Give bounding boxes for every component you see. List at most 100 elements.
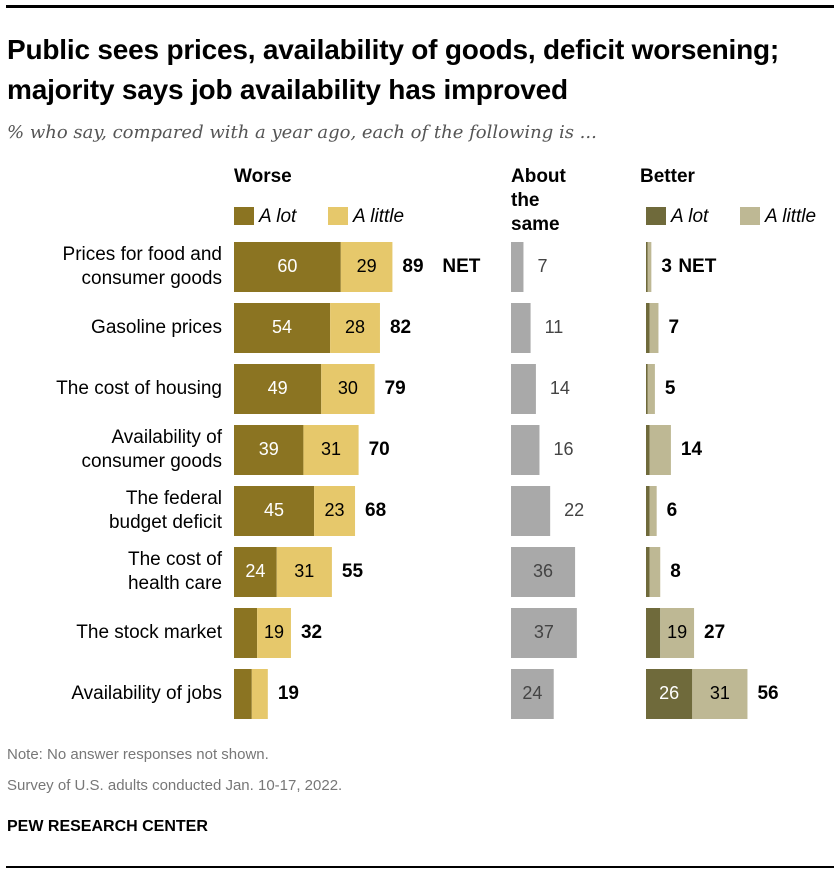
better-legend-a-little-label: A little [764, 206, 816, 227]
worse-legend-a-little-label: A little [352, 206, 404, 227]
worse-a-little-bar [314, 486, 356, 536]
better-a-little-bar [660, 608, 695, 658]
better-net-value: 7 [668, 317, 679, 338]
worse-net-value: 68 [365, 500, 386, 521]
bottom-rule [6, 866, 834, 868]
category-label: The stock market [76, 622, 222, 643]
better-a-little-value: 31 [710, 683, 730, 703]
worse-a-little-value: 31 [321, 439, 341, 459]
worse-a-little-bar [340, 242, 393, 292]
better-a-little-bar [649, 303, 659, 353]
worse-legend-a-lot-swatch [234, 207, 254, 225]
about-same-value: 11 [545, 317, 564, 337]
header-about-the-same: About [511, 166, 567, 187]
better-a-lot-bar [646, 364, 648, 414]
better-legend-a-lot-swatch [646, 207, 666, 225]
worse-a-lot-bar [234, 364, 322, 414]
category-label: Availability of [111, 427, 222, 448]
worse-a-lot-value: 24 [245, 561, 265, 581]
better-a-little-bar [649, 486, 657, 536]
worse-a-little-bar [330, 303, 380, 353]
worse-a-little-bar [251, 669, 268, 719]
worse-a-lot-value: 49 [268, 378, 288, 398]
category-label: The federal [126, 488, 222, 509]
category-label: budget deficit [109, 512, 223, 533]
better-net-value: 8 [670, 561, 681, 582]
about-same-bar [511, 547, 576, 597]
about-same-value: 22 [564, 500, 584, 520]
about-same-value: 16 [553, 439, 573, 459]
better-net-value: 3 [661, 256, 672, 277]
better-a-lot-bar [646, 425, 650, 475]
category-label: Prices for food and [63, 244, 222, 265]
category-label: Availability of jobs [71, 683, 222, 704]
worse-net-value: 19 [278, 683, 299, 704]
better-legend-a-lot-label: A lot [670, 206, 709, 227]
worse-a-lot-value: 39 [259, 439, 279, 459]
worse-a-little-value: 30 [338, 378, 358, 398]
worse-a-little-bar [303, 425, 359, 475]
header-worse: Worse [234, 166, 292, 187]
about-same-bar [511, 364, 536, 414]
worse-a-little-value: 29 [357, 256, 377, 276]
header-about-the-same: same [511, 214, 560, 235]
better-a-little-bar [692, 669, 748, 719]
worse-a-lot-bar [234, 425, 304, 475]
better-a-lot-value: 26 [659, 683, 679, 703]
top-rule [6, 5, 834, 8]
worse-a-lot-bar [234, 303, 331, 353]
worse-a-little-value: 23 [325, 500, 345, 520]
better-net-value: 6 [667, 500, 678, 521]
worse-a-lot-value: 54 [272, 317, 292, 337]
chart-area: Worse About the same Better A lot A little A lo… [56, 166, 816, 719]
better-a-little-bar [649, 547, 661, 597]
better-legend-a-little-swatch [740, 207, 760, 225]
better-a-lot-bar [646, 608, 661, 658]
worse-a-lot-bar [234, 486, 315, 536]
brand-logo-text: PEW RESEARCH CENTER [7, 818, 208, 835]
category-label: consumer goods [82, 451, 222, 472]
worse-legend-a-lot-label: A lot [258, 206, 297, 227]
worse-a-lot-bar [234, 547, 277, 597]
worse-a-lot-bar [234, 242, 341, 292]
worse-legend-a-little-swatch [328, 207, 348, 225]
better-net-value: 27 [704, 622, 725, 643]
about-same-bar [511, 242, 524, 292]
better-a-little-bar [647, 242, 652, 292]
chart-source: Survey of U.S. adults conducted Jan. 10-… [7, 777, 343, 794]
worse-a-little-bar [321, 364, 375, 414]
better-a-lot-bar [646, 669, 693, 719]
better-net-label: NET [678, 256, 716, 277]
category-label: health care [128, 573, 222, 594]
about-same-value: 7 [537, 256, 547, 276]
header-about-the-same: the [511, 190, 540, 211]
better-net-value: 5 [665, 378, 676, 399]
category-label: Gasoline prices [91, 317, 222, 338]
worse-a-lot-bar [234, 608, 258, 658]
better-net-value: 56 [757, 683, 778, 704]
category-label: consumer goods [82, 268, 222, 289]
header-better: Better [640, 166, 696, 187]
worse-net-value: 70 [369, 439, 390, 460]
better-a-little-bar [647, 364, 655, 414]
worse-a-little-value: 19 [264, 622, 284, 642]
worse-a-little-value: 28 [345, 317, 365, 337]
better-net-value: 14 [681, 439, 703, 460]
better-a-lot-bar [646, 486, 650, 536]
worse-a-lot-value: 45 [264, 500, 284, 520]
worse-a-little-bar [276, 547, 332, 597]
about-same-bar [511, 608, 577, 658]
chart-note: Note: No answer responses not shown. [7, 746, 269, 763]
about-same-bar [511, 486, 551, 536]
category-label: The cost of [128, 549, 223, 570]
about-same-bar [511, 669, 554, 719]
better-a-lot-bar [646, 303, 650, 353]
about-same-bar [511, 303, 531, 353]
better-a-little-bar [649, 425, 671, 475]
better-a-lot-bar [646, 242, 648, 292]
worse-net-value: 82 [390, 317, 411, 338]
worse-a-little-bar [257, 608, 291, 658]
worse-a-lot-bar [234, 669, 252, 719]
better-a-lot-bar [646, 547, 650, 597]
about-same-bar [511, 425, 540, 475]
